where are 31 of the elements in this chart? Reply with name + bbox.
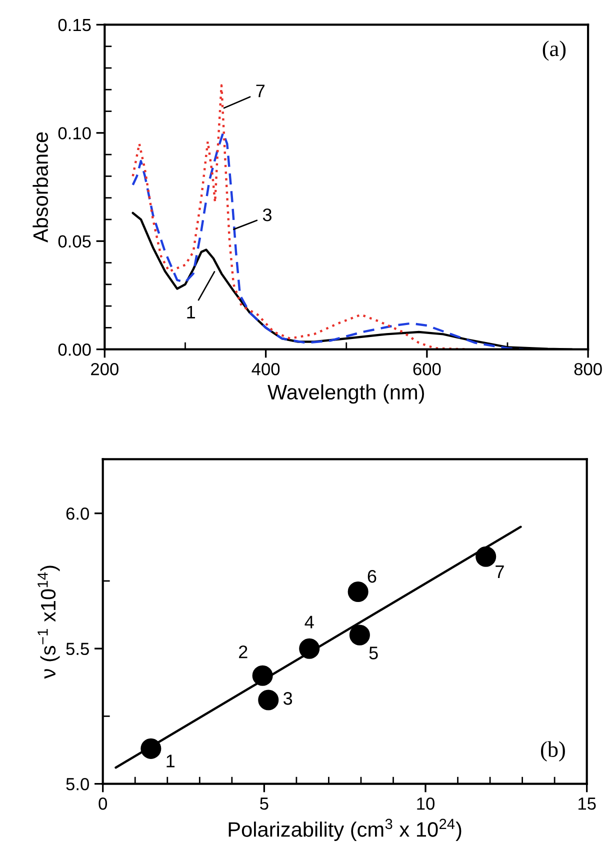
x-tick-label: 15	[578, 798, 596, 810]
y-tick-label: 0.15	[58, 18, 91, 32]
y-tick-label: 0.00	[58, 343, 91, 356]
annotation: 4	[304, 616, 314, 628]
x-tick-label: 10	[417, 797, 434, 810]
x-tick-label: 5	[260, 798, 268, 810]
y-axis-title: Absorbance	[32, 132, 48, 243]
x-tick-label: 200	[91, 362, 118, 376]
y-axis-title: ν (s$^{−1}$ x10$^{14}$)	[38, 566, 60, 679]
y-tick-label: 5.5	[66, 642, 89, 656]
x-axis-title: Polarizability (cm$^{3}$ x 10$^{24}$)	[228, 818, 462, 841]
annotation: 6	[368, 570, 376, 583]
annotation: (b)	[540, 741, 565, 762]
annotation: 1	[166, 754, 175, 768]
annotation: 1	[187, 306, 195, 318]
y-tick-label: 0.05	[58, 235, 91, 248]
annotation: 3	[262, 208, 272, 222]
annotation: 7	[256, 84, 264, 98]
x-tick-label: 0	[98, 797, 107, 810]
annotation: 3	[283, 692, 292, 705]
y-tick-label: 5.0	[66, 778, 89, 790]
y-tick-label: 0.10	[58, 127, 91, 140]
x-tick-label: 400	[252, 362, 280, 376]
x-tick-label: 600	[413, 362, 441, 376]
annotation: 2	[239, 645, 248, 658]
x-tick-label: 800	[574, 362, 602, 376]
annotation: 7	[496, 566, 504, 578]
x-axis-title: Wavelength (nm)	[268, 384, 424, 404]
annotation: 5	[369, 646, 378, 660]
y-tick-label: 6.0	[66, 508, 89, 520]
annotation: (a)	[542, 40, 566, 61]
